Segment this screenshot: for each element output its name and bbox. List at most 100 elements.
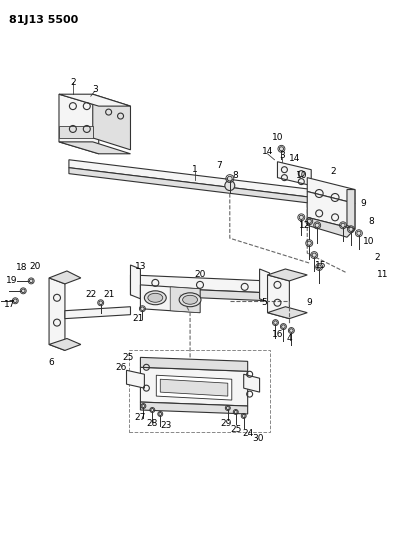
Circle shape	[242, 415, 245, 417]
Polygon shape	[156, 375, 232, 400]
Polygon shape	[49, 338, 81, 350]
Text: 11: 11	[377, 270, 388, 279]
Polygon shape	[244, 374, 260, 392]
Text: 23: 23	[160, 422, 172, 430]
Polygon shape	[49, 278, 65, 350]
Circle shape	[159, 413, 162, 415]
Ellipse shape	[144, 291, 166, 305]
Circle shape	[307, 219, 311, 223]
Text: 29: 29	[220, 419, 232, 429]
Text: 5: 5	[262, 298, 268, 307]
Text: 10: 10	[296, 171, 307, 180]
Text: 25: 25	[230, 425, 242, 434]
Text: 21: 21	[133, 314, 144, 323]
Polygon shape	[140, 367, 248, 406]
Polygon shape	[307, 217, 355, 237]
Text: 17: 17	[4, 300, 15, 309]
Polygon shape	[130, 265, 140, 299]
Ellipse shape	[183, 295, 198, 304]
Polygon shape	[69, 160, 337, 200]
Text: 24: 24	[242, 429, 253, 438]
Circle shape	[14, 299, 17, 303]
Ellipse shape	[148, 293, 163, 302]
Text: 9: 9	[306, 298, 312, 307]
Polygon shape	[140, 357, 248, 372]
Circle shape	[282, 325, 285, 328]
Polygon shape	[59, 142, 130, 154]
Polygon shape	[160, 379, 228, 396]
Text: 10: 10	[363, 237, 374, 246]
Polygon shape	[268, 269, 307, 281]
Text: 3: 3	[92, 85, 98, 94]
Text: 6: 6	[48, 358, 54, 367]
Circle shape	[151, 408, 154, 411]
Circle shape	[22, 289, 25, 293]
Text: 14: 14	[262, 147, 273, 156]
Polygon shape	[260, 269, 270, 303]
Polygon shape	[59, 94, 130, 106]
Polygon shape	[69, 168, 337, 206]
Circle shape	[142, 405, 145, 408]
Polygon shape	[59, 94, 99, 154]
Polygon shape	[140, 402, 248, 414]
Bar	[128, 350, 270, 432]
Circle shape	[312, 253, 316, 257]
Polygon shape	[268, 275, 289, 319]
Polygon shape	[49, 271, 81, 284]
Circle shape	[29, 279, 33, 282]
Text: 20: 20	[30, 262, 41, 271]
Text: 8: 8	[368, 217, 374, 226]
Text: 30: 30	[252, 434, 263, 443]
Polygon shape	[347, 190, 355, 229]
Circle shape	[141, 307, 144, 311]
Circle shape	[290, 329, 293, 333]
Text: 19: 19	[6, 277, 17, 285]
Circle shape	[341, 223, 345, 228]
Circle shape	[357, 231, 361, 235]
Text: 7: 7	[216, 161, 222, 170]
Circle shape	[307, 241, 311, 245]
Text: 14: 14	[289, 154, 300, 163]
Circle shape	[279, 147, 284, 151]
Polygon shape	[170, 287, 200, 313]
Polygon shape	[140, 285, 200, 313]
Polygon shape	[307, 191, 355, 229]
Circle shape	[299, 215, 303, 220]
Circle shape	[234, 410, 237, 414]
Polygon shape	[126, 370, 144, 388]
Text: 22: 22	[85, 290, 96, 300]
Text: 4: 4	[286, 334, 292, 343]
Polygon shape	[307, 177, 355, 204]
Circle shape	[315, 223, 319, 228]
Text: 21: 21	[103, 290, 114, 300]
Circle shape	[228, 176, 232, 181]
Text: 2: 2	[374, 253, 380, 262]
Polygon shape	[268, 306, 307, 319]
Circle shape	[99, 301, 102, 304]
Text: 16: 16	[272, 330, 283, 339]
Text: 81J13 5500: 81J13 5500	[9, 15, 78, 25]
Text: 2: 2	[70, 78, 76, 87]
Text: 28: 28	[147, 419, 158, 429]
Text: 25: 25	[123, 353, 134, 362]
Text: 27: 27	[135, 414, 146, 423]
Polygon shape	[130, 275, 268, 293]
Text: 20: 20	[194, 270, 206, 279]
Circle shape	[349, 227, 353, 231]
Text: 15: 15	[316, 261, 327, 270]
Text: 18: 18	[16, 263, 27, 272]
Polygon shape	[65, 306, 130, 319]
Text: 8: 8	[232, 171, 238, 180]
Text: 26: 26	[115, 363, 126, 372]
Circle shape	[274, 321, 277, 325]
Text: 13: 13	[135, 262, 146, 271]
Polygon shape	[59, 126, 93, 138]
Ellipse shape	[179, 293, 201, 306]
Text: 1: 1	[192, 165, 198, 174]
Text: 10: 10	[272, 133, 283, 142]
Polygon shape	[278, 161, 311, 185]
Text: 12: 12	[298, 221, 310, 230]
Polygon shape	[93, 94, 130, 150]
Circle shape	[226, 407, 229, 409]
Circle shape	[317, 265, 321, 269]
